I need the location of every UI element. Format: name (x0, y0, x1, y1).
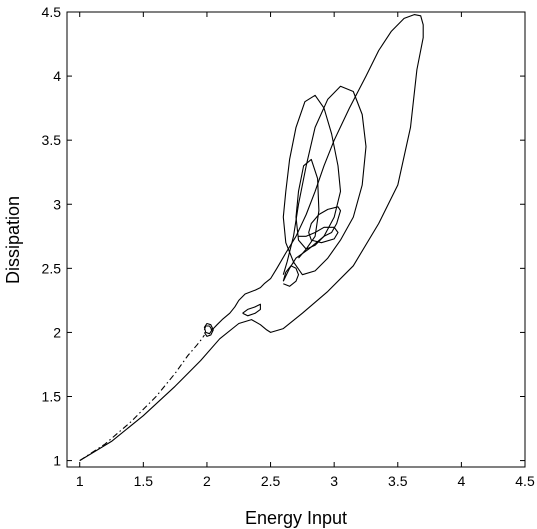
x-tick-label-7: 4.5 (515, 473, 535, 489)
y-tick-label-1: 1.5 (42, 389, 62, 405)
y-tick-label-2: 2 (53, 324, 61, 340)
series-line-4 (242, 303, 261, 317)
x-tick-label-2: 2 (203, 473, 211, 489)
y-tick-label-3: 2.5 (42, 260, 62, 276)
series-line-6 (79, 334, 205, 462)
series-line-1 (79, 14, 424, 462)
y-tick-label-4: 3 (53, 196, 61, 212)
tick-layer: 1 1.5 2 2.5 3 3.5 4 4.5 1 1.5 2 2.5 3 3.5 4 4.5 (42, 4, 535, 489)
x-tick-label-5: 3.5 (388, 473, 408, 489)
series-line-2 (282, 85, 367, 282)
x-tick-label-3: 2.5 (261, 473, 281, 489)
x-tick-label-6: 4 (457, 473, 465, 489)
series-line-7 (282, 265, 300, 287)
series-line-5 (203, 322, 214, 337)
x-tick-label-0: 1 (76, 473, 84, 489)
plot-frame (66, 11, 526, 468)
x-axis-title: Energy Input (245, 508, 347, 528)
y-tick-label-0: 1 (53, 453, 61, 469)
y-tick-label-5: 3.5 (42, 132, 62, 148)
y-axis-title: Dissipation (3, 196, 23, 284)
y-tick-label-6: 4 (53, 68, 61, 84)
y-tick-label-7: 4.5 (42, 4, 62, 20)
x-tick-label-4: 3 (330, 473, 338, 489)
series-line-3 (295, 158, 342, 259)
x-tick-label-1: 1.5 (134, 473, 154, 489)
series-layer (79, 14, 424, 462)
